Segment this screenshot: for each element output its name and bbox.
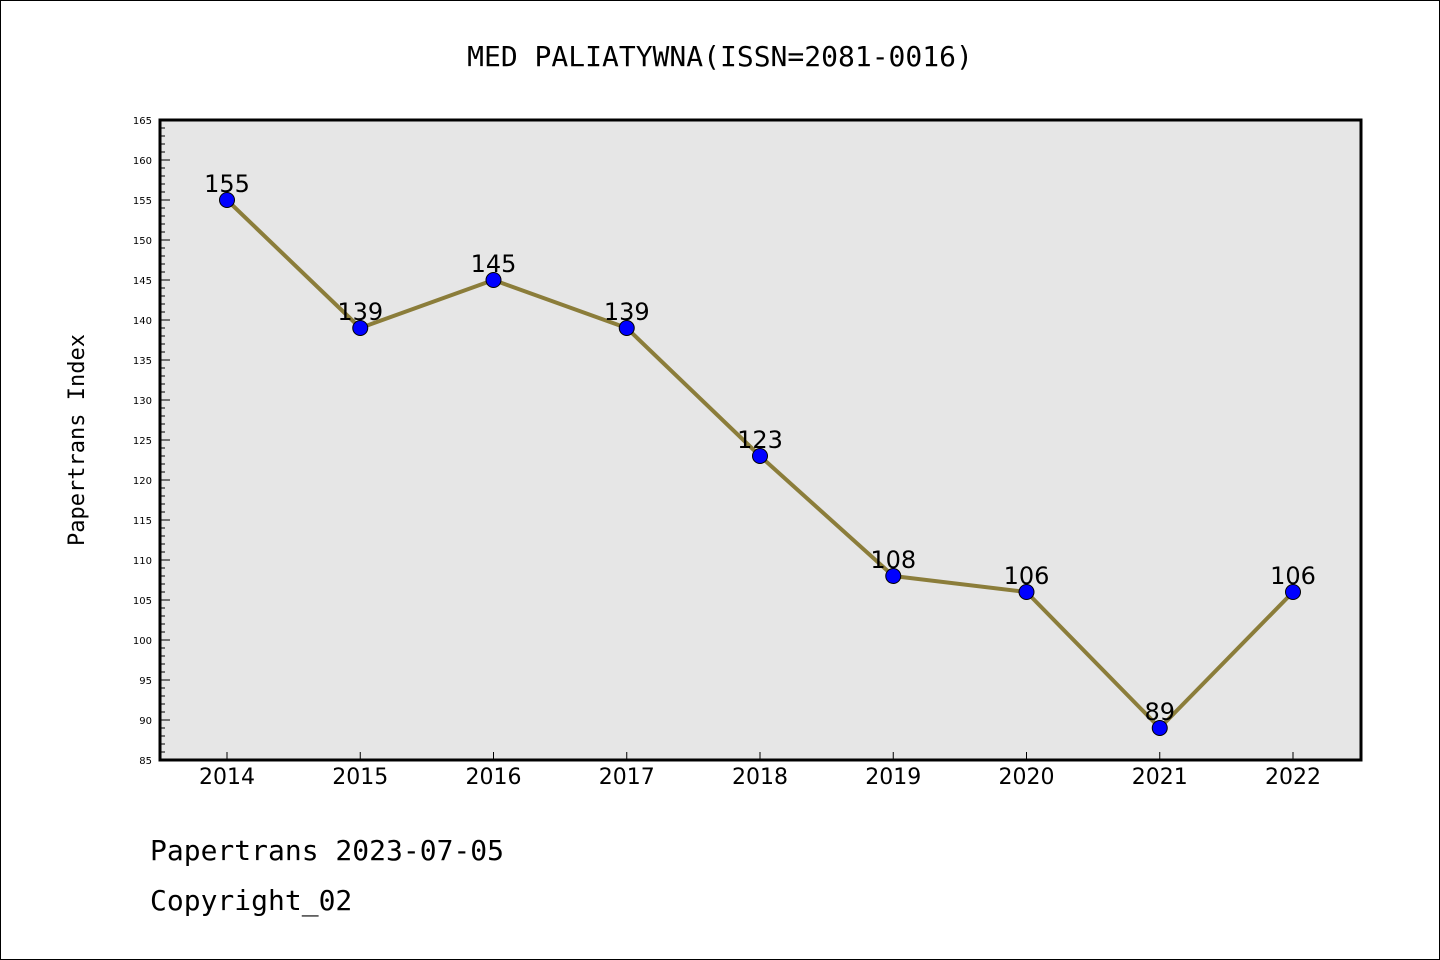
x-tick-label: 2015 [332, 765, 388, 790]
data-label: 106 [1270, 562, 1316, 590]
data-label: 139 [337, 298, 383, 326]
data-point [485, 272, 502, 288]
data-point [1018, 584, 1035, 600]
y-tick-label: 95 [139, 676, 152, 687]
data-label: 106 [1004, 562, 1050, 590]
data-label: 139 [604, 298, 650, 326]
data-label: 155 [204, 170, 250, 198]
y-tick-label: 135 [133, 356, 152, 367]
x-tick-label: 2021 [1132, 765, 1188, 790]
y-tick-label: 160 [133, 156, 152, 167]
y-tick-label: 130 [133, 396, 152, 407]
footer-copyright: Copyright_02 [150, 884, 353, 917]
footer-date: Papertrans 2023-07-05 [150, 834, 505, 867]
x-tick-label: 2017 [599, 765, 655, 790]
y-tick-label: 105 [133, 596, 152, 607]
data-point [885, 568, 902, 584]
data-point [1151, 720, 1168, 736]
series-group: 155 139 145 139 123 108 106 89 106 [204, 170, 1316, 736]
x-tick-label: 2019 [865, 765, 921, 790]
x-axis-ticks: 2014 2015 2016 2017 2018 2019 2020 2021 2022 [199, 752, 1321, 790]
y-tick-label: 140 [133, 316, 152, 327]
plot-area [158, 118, 1363, 762]
y-tick-label: 125 [133, 436, 152, 447]
y-tick-label: 150 [133, 236, 152, 247]
data-label: 145 [471, 250, 517, 278]
x-tick-label: 2016 [466, 765, 522, 790]
y-axis-label: Papertrans Index [65, 334, 90, 546]
data-point [219, 192, 235, 208]
y-tick-label: 115 [133, 516, 152, 527]
y-tick-label: 155 [133, 196, 152, 207]
data-label: 89 [1144, 698, 1175, 726]
y-tick-label: 110 [133, 556, 152, 567]
y-tick-label: 100 [133, 636, 152, 647]
data-label: 108 [870, 546, 916, 574]
chart-title: MED PALIATYWNA(ISSN=2081-0016) [467, 40, 973, 73]
data-label: 123 [737, 426, 783, 454]
data-point [752, 448, 768, 464]
data-point [1285, 584, 1301, 600]
x-tick-label: 2022 [1265, 765, 1321, 790]
data-point [618, 320, 635, 336]
x-tick-label: 2014 [199, 765, 255, 790]
x-tick-label: 2018 [732, 765, 788, 790]
y-axis-ticks: 85 90 95 100 105 110 115 120 125 130 135 140 145 150 1… [133, 116, 170, 767]
data-point [352, 320, 369, 336]
x-tick-label: 2020 [999, 765, 1055, 790]
y-tick-label: 145 [133, 276, 152, 287]
y-tick-label: 120 [133, 476, 152, 487]
y-tick-label: 90 [139, 716, 152, 727]
y-tick-label: 165 [133, 116, 152, 127]
y-tick-label: 85 [139, 756, 152, 767]
